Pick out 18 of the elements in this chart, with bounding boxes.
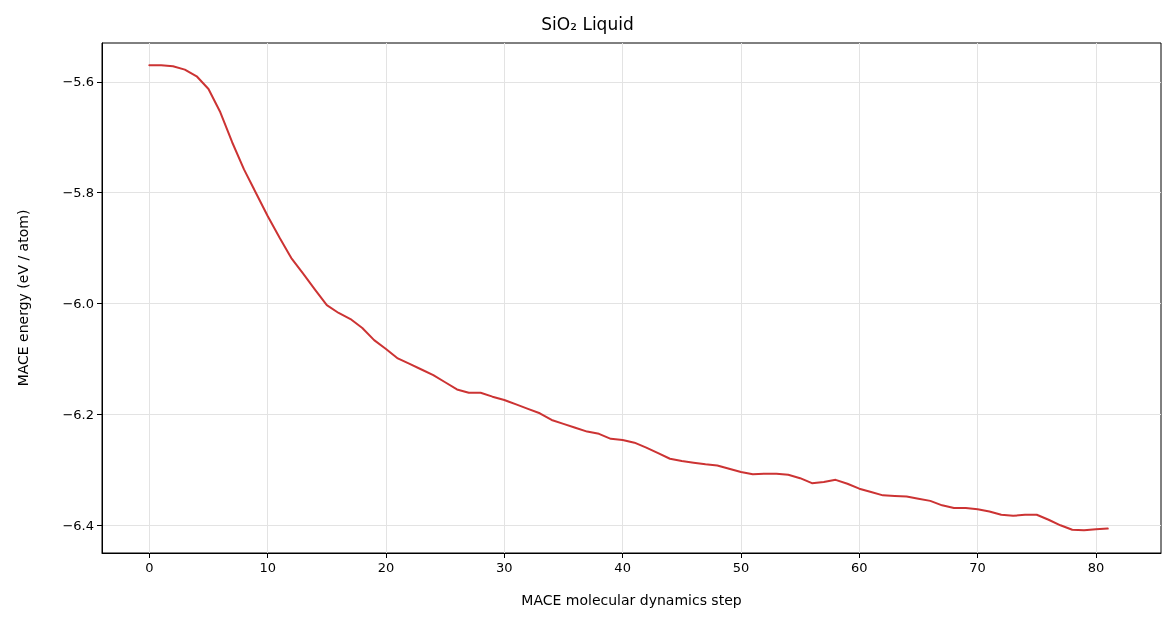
x-tick-label: 70 [969,560,986,575]
x-tick-label: 50 [732,560,750,575]
y-tick-label: −6.0 [62,296,94,312]
x-axis-title: MACE molecular dynamics step [521,592,742,608]
y-tick-label: −6.4 [62,517,94,533]
y-tick-label: −5.6 [62,74,94,90]
y-tick-label: −6.2 [62,406,94,422]
line-series [148,64,1109,532]
x-tick-label: 40 [614,560,631,575]
x-tick-label: 10 [259,560,276,575]
chart-title: SiO₂ Liquid [541,13,634,34]
x-tick-label: 20 [377,560,395,575]
x-tick-label: 80 [1087,560,1105,575]
y-axis-title: MACE energy (eV / atom) [15,209,31,387]
x-tick-label: 0 [145,560,154,575]
x-tick-label: 60 [851,560,868,575]
x-tick-label: 30 [496,560,513,575]
y-tick-label: −5.8 [62,185,94,201]
